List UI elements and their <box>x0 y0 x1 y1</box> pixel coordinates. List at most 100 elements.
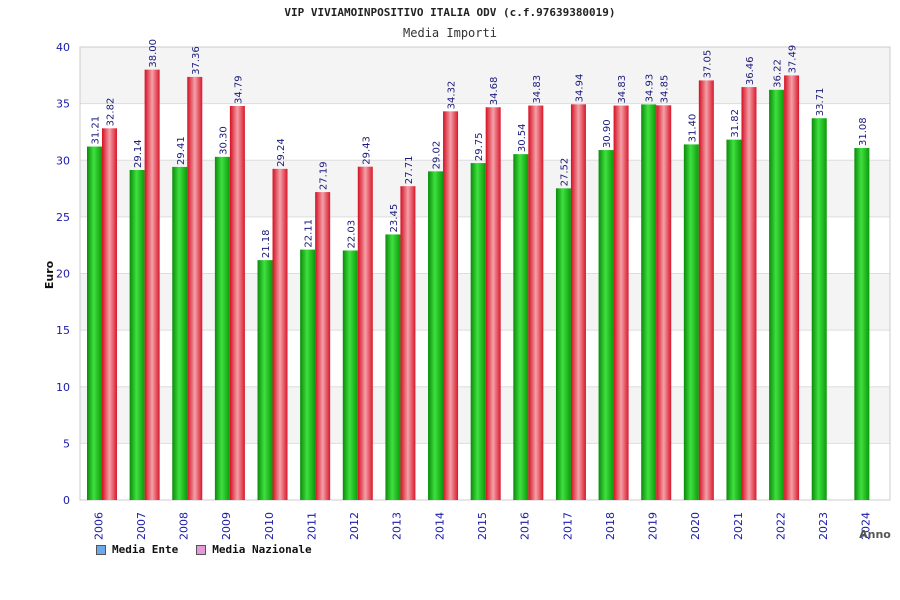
data-label: 21.18 <box>261 229 272 258</box>
x-tick-label: 2015 <box>476 512 489 540</box>
bar-ente <box>428 171 444 500</box>
data-label: 37.36 <box>191 46 202 75</box>
bar-ente <box>683 144 699 500</box>
y-tick-label: 15 <box>56 324 70 337</box>
data-label: 27.52 <box>559 158 570 187</box>
bar-nazionale <box>784 75 800 500</box>
bar-ente <box>342 250 358 500</box>
data-label: 34.83 <box>617 75 628 104</box>
bar-ente <box>87 146 102 500</box>
bar-nazionale <box>357 166 373 500</box>
bar-ente <box>726 139 742 501</box>
x-tick-label: 2012 <box>348 512 361 540</box>
y-tick-labels: 0 5 10 15 20 25 30 35 40 <box>56 41 70 507</box>
bar-ente <box>641 104 657 500</box>
y-tick-label: 20 <box>56 268 70 281</box>
bar-ente <box>854 148 870 501</box>
bar-ente <box>214 156 230 501</box>
data-label: 38.00 <box>148 39 159 68</box>
y-tick-label: 0 <box>63 494 70 507</box>
data-label: 34.32 <box>447 81 458 110</box>
bar-nazionale <box>656 105 672 500</box>
bar-ente <box>129 169 145 500</box>
data-label: 36.22 <box>773 59 784 88</box>
x-tick-label: 2021 <box>732 512 745 540</box>
data-label: 29.41 <box>176 136 187 165</box>
data-label: 34.83 <box>532 75 543 104</box>
data-label: 34.94 <box>574 74 585 103</box>
data-label: 29.02 <box>432 141 443 170</box>
data-labels: 31.21 32.82 29.14 38.00 29.41 37.36 30.30 34.79… <box>91 39 869 258</box>
data-label: 36.46 <box>745 56 756 85</box>
data-label: 30.90 <box>602 119 613 148</box>
bar-nazionale <box>102 128 117 500</box>
bar-nazionale <box>570 104 586 500</box>
x-tick-label: 2014 <box>433 512 446 540</box>
x-tick-label: 2024 <box>860 512 873 540</box>
x-tick-label: 2017 <box>561 512 574 540</box>
bar-ente <box>555 188 571 500</box>
data-label: 34.93 <box>645 74 656 103</box>
data-label: 37.05 <box>702 50 713 79</box>
bar-ente <box>300 249 316 500</box>
legend-label-ente: Media Ente <box>112 543 179 556</box>
data-label: 37.49 <box>788 45 799 74</box>
legend-swatch-ente <box>96 544 106 555</box>
bar-nazionale <box>144 69 160 501</box>
bar-ente <box>513 154 529 500</box>
chart-title: VIP VIVIAMOINPOSITIVO ITALIA ODV (c.f.97… <box>284 6 616 19</box>
data-label: 22.03 <box>346 220 357 249</box>
x-tick-label: 2018 <box>604 512 617 540</box>
y-tick-label: 40 <box>56 41 70 54</box>
x-tick-label: 2008 <box>178 512 191 540</box>
y-axis-label: Euro <box>43 260 56 289</box>
x-tick-label: 2009 <box>220 512 233 540</box>
bar-ente <box>257 260 273 500</box>
bar-ente <box>598 150 614 500</box>
y-tick-label: 5 <box>63 437 70 450</box>
x-tick-label: 2010 <box>263 512 276 540</box>
data-label: 34.68 <box>489 77 500 106</box>
data-label: 31.08 <box>858 117 869 146</box>
data-label: 29.24 <box>276 138 287 167</box>
bar-nazionale <box>741 87 757 500</box>
data-label: 33.71 <box>815 88 826 117</box>
legend: Media Ente Media Nazionale <box>96 543 312 556</box>
data-label: 27.71 <box>404 156 415 185</box>
bar-nazionale <box>528 105 544 501</box>
x-tick-label: 2006 <box>92 512 105 540</box>
y-tick-label: 10 <box>56 381 70 394</box>
y-tick-label: 30 <box>56 154 70 167</box>
x-tick-label: 2013 <box>391 512 404 540</box>
x-tick-label: 2011 <box>305 512 318 540</box>
y-tick-label: 25 <box>56 211 70 224</box>
bar-ente <box>811 118 827 500</box>
data-label: 29.14 <box>133 139 144 168</box>
data-label: 29.75 <box>474 132 485 161</box>
data-label: 34.85 <box>660 75 671 104</box>
y-tick-label: 35 <box>56 98 70 111</box>
bar-nazionale <box>698 80 714 500</box>
bar-ente <box>172 166 188 500</box>
bar-nazionale <box>315 192 331 501</box>
x-tick-label: 2016 <box>519 512 532 540</box>
bar-nazionale <box>229 106 245 501</box>
bar-nazionale <box>400 186 416 500</box>
data-label: 32.82 <box>106 98 117 127</box>
data-label: 30.54 <box>517 123 528 152</box>
bar-nazionale <box>485 107 501 501</box>
x-tick-label: 2019 <box>647 512 660 540</box>
x-tick-label: 2020 <box>689 512 702 540</box>
x-axis-label: Anno <box>859 528 891 541</box>
data-label: 34.79 <box>233 75 244 104</box>
chart-subtitle: Media Importi <box>403 26 497 40</box>
x-tick-label: 2022 <box>774 512 787 540</box>
data-label: 29.43 <box>361 136 372 165</box>
data-label: 31.21 <box>91 116 102 145</box>
bar-nazionale <box>272 168 288 500</box>
bar-ente <box>385 234 401 500</box>
bar-ente <box>470 163 486 501</box>
bars <box>87 69 870 501</box>
